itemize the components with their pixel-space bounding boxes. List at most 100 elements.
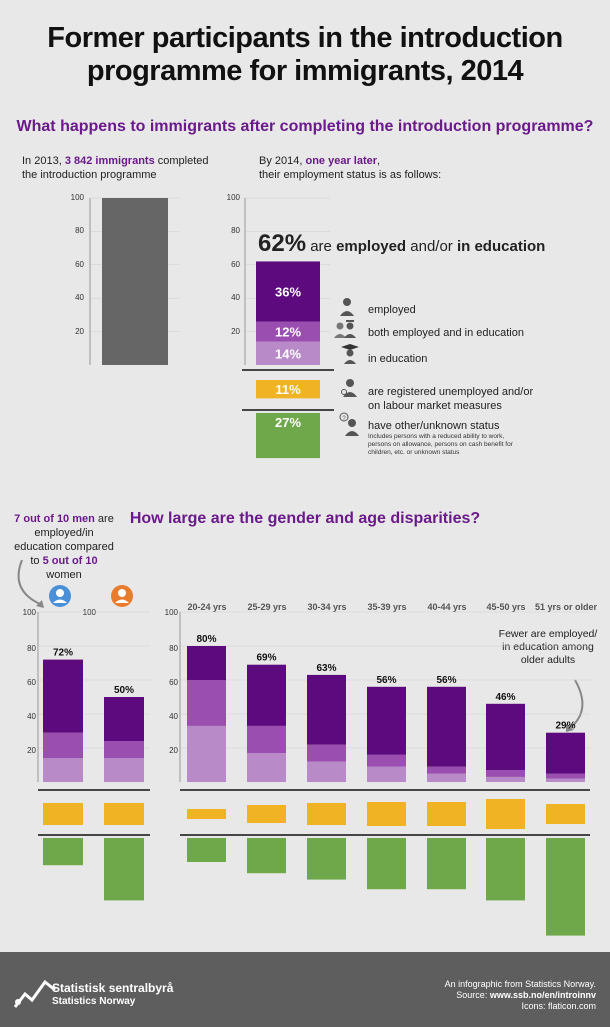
age-5-bar-segment-other [486,838,525,901]
intro-2014: By 2014, one year later, their employmen… [259,154,579,182]
gender-note-d: education compared [14,541,114,553]
gender-men-bar-segment-both [43,732,83,759]
age-2-bar-segment-employed [307,674,346,745]
gender-note-arrowhead [36,600,44,608]
age-3-bar-segment-both [367,754,406,767]
title-line-1: Former participants in the introduction [47,22,563,54]
age-1-bar-segment-other [247,838,286,874]
page-title: Former participants in the introduction … [0,22,610,88]
legend-unemployed: are registered unemployed and/or on labo… [368,385,533,413]
legend-both: both employed and in education [368,327,524,339]
age-4-bar-segment-other [427,838,466,890]
gender-note-e: to [30,555,43,567]
age-4-bar-segment-both [427,766,466,774]
headline: 62% are employed and/or in education [258,230,598,258]
intro-2014-line2: their employment status is as follows: [259,169,442,181]
age-category-label: 35-39 yrs [367,602,406,612]
footer-credit-3: Icons: flaticon.com [521,1001,596,1011]
headline-bold2: in education [456,238,546,255]
svg-text:?: ? [342,416,346,422]
man-avatar-icon [49,585,71,607]
tick-label: 100 [82,608,96,617]
gender-women-bar-segment-other [104,838,144,901]
gender-men-total-label: 72% [53,648,73,659]
age-6-total-label: 29% [555,721,575,732]
older-note-arrow [569,679,584,729]
age-5-bar-segment-employed [486,703,525,771]
legend-other: have other/unknown status [368,420,500,432]
tick-label: 40 [231,293,240,302]
age-0-bar-segment-unemployed [187,809,226,819]
age-0-bar-segment-education [187,725,226,782]
gender-note-c: employed/in [34,527,94,539]
legend-note-l1: Includes persons with a reduced ability … [368,433,505,440]
footer-source-link[interactable]: www.ssb.no/en/introinnv [489,990,596,1000]
ssb-logo-icon [13,979,56,1008]
age-1-bar-segment-unemployed [247,805,286,823]
age-6-bar-segment-both [546,773,585,779]
gender-note-g: women [46,569,82,581]
bar-segment-employed-label: 36% [275,285,301,300]
intro-2013-post: completed [154,155,209,167]
older-note: Fewer are employed/ in education among o… [488,628,608,667]
legend-note-l3: children, etc. or unknown status [368,449,460,456]
tick-label: 100 [226,193,240,202]
age-5-bar-segment-education [486,776,525,782]
tick-label: 100 [22,608,36,617]
employed-icon [340,298,354,316]
age-6-bar-segment-employed [546,732,585,774]
intro-2014-highlight: one year later [305,155,378,167]
age-2-bar-segment-unemployed [307,803,346,825]
tick-label: 20 [27,746,36,755]
age-2-bar-segment-other [307,838,346,880]
gender-men-bar-segment-other [43,838,83,866]
age-0-bar-segment-other [187,838,226,862]
employed-and-student-icon [334,320,356,338]
age-category-label: 45-50 yrs [486,602,525,612]
age-6-bar-segment-education [546,778,585,782]
unknown-status-icon: ? [339,412,359,436]
charts-layer: ? 14% 12% 36% 11% 27% 72% 50% 80% 20-24 yrs 69% 25… [17,197,598,936]
intro-2013-line2: the introduction programme [22,169,157,181]
gender-note: 7 out of 10 men are employed/in educatio… [6,512,122,582]
footer-credit-1: An infographic from Statistics Norway. [444,979,596,989]
older-note-l2: in education among [502,641,594,653]
tick-label: 60 [27,678,36,687]
bar-segment-education [256,341,320,365]
bar-segment-unemployed-label: 11% [275,382,301,397]
age-4-bar-segment-unemployed [427,802,466,826]
tick-label: 100 [164,608,178,617]
gender-women-bar-segment-both [104,741,144,759]
bar-2013-total [102,198,168,365]
gender-note-f: 5 out of 10 [42,555,98,567]
headline-mid2: and/or [406,238,457,255]
tick-label: 20 [75,327,84,336]
intro-2013-pre: In 2013, [22,155,65,167]
intro-2013-highlight: 3 842 immigrants [64,155,155,167]
age-4-bar-segment-employed [427,686,466,767]
tick-label: 20 [169,746,178,755]
tick-label: 60 [75,260,84,269]
section-subtitle-2: How large are the gender and age dispari… [129,510,481,527]
age-3-bar-segment-employed [367,686,406,755]
tick-label: 60 [169,678,178,687]
age-3-total-label: 56% [376,675,396,686]
bar-segment-both [256,321,320,342]
intro-2014-post: , [377,155,381,167]
legend-note-l2: persons on allowance, persons on cash be… [368,441,513,448]
age-1-bar-segment-employed [247,664,286,726]
legend-unemployed-l1: are registered unemployed and/or [368,386,534,398]
gender-women-bar-segment-education [104,758,144,782]
older-note-arrowhead [566,724,574,732]
age-2-bar-segment-education [307,761,346,782]
age-6-bar-segment-other [546,838,585,936]
graduate-icon [341,344,359,364]
age-3-bar-segment-unemployed [367,802,406,826]
tick-label: 40 [27,712,36,721]
gender-women-bar-segment-employed [104,697,144,742]
bar-segment-employed [256,261,320,322]
legend-unemployed-l2: on labour market measures [368,400,502,412]
tick-label: 100 [70,193,84,202]
age-5-bar-segment-unemployed [486,799,525,829]
footer-credits: An infographic from Statistics Norway. S… [445,979,596,1012]
